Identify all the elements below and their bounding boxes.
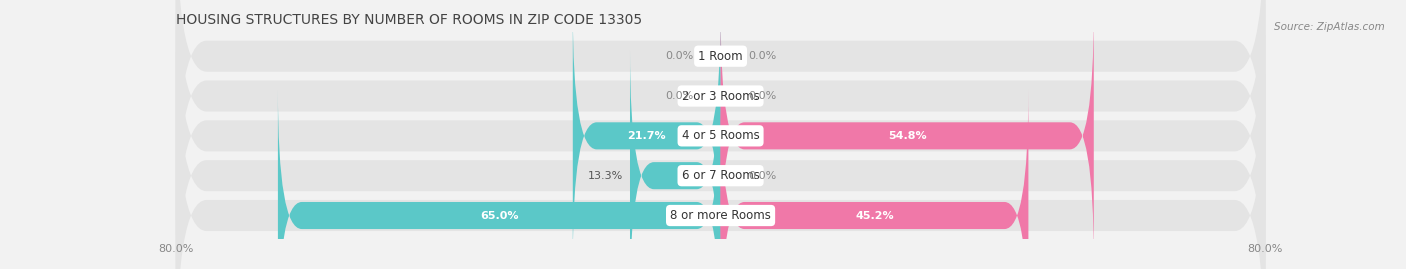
FancyBboxPatch shape xyxy=(176,0,1265,260)
Text: 2 or 3 Rooms: 2 or 3 Rooms xyxy=(682,90,759,102)
Text: Source: ZipAtlas.com: Source: ZipAtlas.com xyxy=(1274,22,1385,31)
Text: 4 or 5 Rooms: 4 or 5 Rooms xyxy=(682,129,759,142)
FancyBboxPatch shape xyxy=(721,10,1094,262)
Text: 1 Room: 1 Room xyxy=(699,50,742,63)
FancyBboxPatch shape xyxy=(176,0,1265,269)
Text: 6 or 7 Rooms: 6 or 7 Rooms xyxy=(682,169,759,182)
FancyBboxPatch shape xyxy=(630,50,721,269)
Text: 21.7%: 21.7% xyxy=(627,131,666,141)
FancyBboxPatch shape xyxy=(278,90,721,269)
Text: HOUSING STRUCTURES BY NUMBER OF ROOMS IN ZIP CODE 13305: HOUSING STRUCTURES BY NUMBER OF ROOMS IN… xyxy=(176,13,643,27)
Text: 8 or more Rooms: 8 or more Rooms xyxy=(671,209,770,222)
FancyBboxPatch shape xyxy=(176,0,1265,220)
Text: 13.3%: 13.3% xyxy=(588,171,623,181)
Text: 0.0%: 0.0% xyxy=(748,171,776,181)
FancyBboxPatch shape xyxy=(176,52,1265,269)
Text: 0.0%: 0.0% xyxy=(748,91,776,101)
FancyBboxPatch shape xyxy=(176,12,1265,269)
Text: 54.8%: 54.8% xyxy=(887,131,927,141)
Text: 45.2%: 45.2% xyxy=(855,211,894,221)
FancyBboxPatch shape xyxy=(721,90,1028,269)
Text: 0.0%: 0.0% xyxy=(748,51,776,61)
Text: 65.0%: 65.0% xyxy=(479,211,519,221)
Text: 0.0%: 0.0% xyxy=(665,51,693,61)
Text: 0.0%: 0.0% xyxy=(665,91,693,101)
FancyBboxPatch shape xyxy=(572,10,721,262)
